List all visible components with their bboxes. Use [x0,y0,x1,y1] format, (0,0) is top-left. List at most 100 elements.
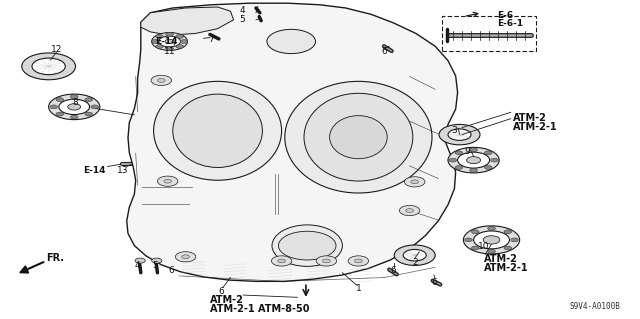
Circle shape [151,75,172,85]
Circle shape [470,148,477,152]
Circle shape [411,180,419,184]
Circle shape [176,45,184,48]
Circle shape [68,104,81,110]
Text: E-6-1: E-6-1 [497,19,524,28]
Circle shape [157,78,165,82]
Text: ATM-2-1 ATM-8-50: ATM-2-1 ATM-8-50 [210,304,309,315]
Circle shape [152,258,162,263]
Circle shape [449,158,457,162]
Circle shape [355,259,362,263]
Circle shape [267,29,316,54]
Text: 13: 13 [117,166,129,175]
Ellipse shape [304,93,413,181]
Circle shape [175,252,196,262]
Text: 6: 6 [381,47,387,56]
Circle shape [394,245,435,265]
Text: 9: 9 [465,147,470,156]
Circle shape [455,166,463,169]
Circle shape [491,158,498,162]
Circle shape [467,157,481,164]
Circle shape [32,58,65,75]
Circle shape [85,98,93,101]
Text: 5: 5 [152,261,157,270]
Text: 11: 11 [164,47,175,56]
Circle shape [278,231,336,260]
Ellipse shape [272,225,342,266]
Text: 6: 6 [169,266,174,275]
Text: E-14: E-14 [83,166,106,175]
Text: ATM-2-1: ATM-2-1 [484,263,529,273]
Circle shape [157,176,178,186]
Circle shape [49,94,100,120]
Circle shape [56,98,63,101]
Text: 8: 8 [73,98,78,107]
Text: E-14: E-14 [155,37,178,46]
Circle shape [455,151,463,155]
Circle shape [348,256,369,266]
Circle shape [152,40,159,43]
Circle shape [59,99,90,115]
Circle shape [470,168,477,172]
Text: 6: 6 [431,278,436,287]
Circle shape [484,166,492,169]
Text: ATM-2: ATM-2 [513,113,547,123]
Circle shape [156,45,163,48]
Text: 7: 7 [209,35,214,44]
Circle shape [70,95,78,99]
Circle shape [463,226,520,254]
Text: S9V4-A0100B: S9V4-A0100B [570,302,621,311]
Circle shape [166,47,173,50]
Circle shape [50,105,58,109]
Text: 5: 5 [239,15,244,24]
Circle shape [484,151,492,155]
Circle shape [159,36,180,47]
Circle shape [166,33,173,36]
Circle shape [399,205,420,216]
Text: 4: 4 [239,6,244,15]
Circle shape [472,246,479,250]
Circle shape [448,147,499,173]
Circle shape [488,249,495,253]
Circle shape [135,258,145,263]
Text: 12: 12 [51,45,62,54]
Ellipse shape [285,81,432,193]
Circle shape [439,124,480,145]
Circle shape [278,259,285,263]
Circle shape [465,238,472,242]
Text: 2: 2 [412,258,417,267]
Circle shape [271,256,292,266]
Circle shape [448,129,471,140]
Circle shape [483,236,500,244]
Text: FR.: FR. [46,253,64,263]
Polygon shape [141,7,234,35]
Circle shape [156,34,163,38]
Text: 6: 6 [219,287,224,296]
Text: ATM-2: ATM-2 [210,295,244,306]
Circle shape [164,179,172,183]
Circle shape [403,249,426,261]
Circle shape [152,33,188,50]
Ellipse shape [173,94,262,167]
Circle shape [474,231,509,249]
Ellipse shape [154,81,282,180]
Circle shape [56,112,63,116]
Circle shape [22,53,76,80]
Circle shape [504,230,511,234]
Circle shape [70,115,78,119]
Circle shape [404,177,425,187]
Circle shape [488,226,495,230]
Circle shape [91,105,99,109]
Text: 1: 1 [356,284,361,293]
Circle shape [511,238,518,242]
Circle shape [85,112,93,116]
Circle shape [323,259,330,263]
Circle shape [316,256,337,266]
Text: 4: 4 [135,261,140,270]
Circle shape [504,246,511,250]
Circle shape [472,230,479,234]
Text: E-6: E-6 [497,11,513,20]
Polygon shape [127,3,458,281]
Circle shape [180,40,188,43]
Circle shape [458,152,490,168]
Circle shape [182,255,189,259]
